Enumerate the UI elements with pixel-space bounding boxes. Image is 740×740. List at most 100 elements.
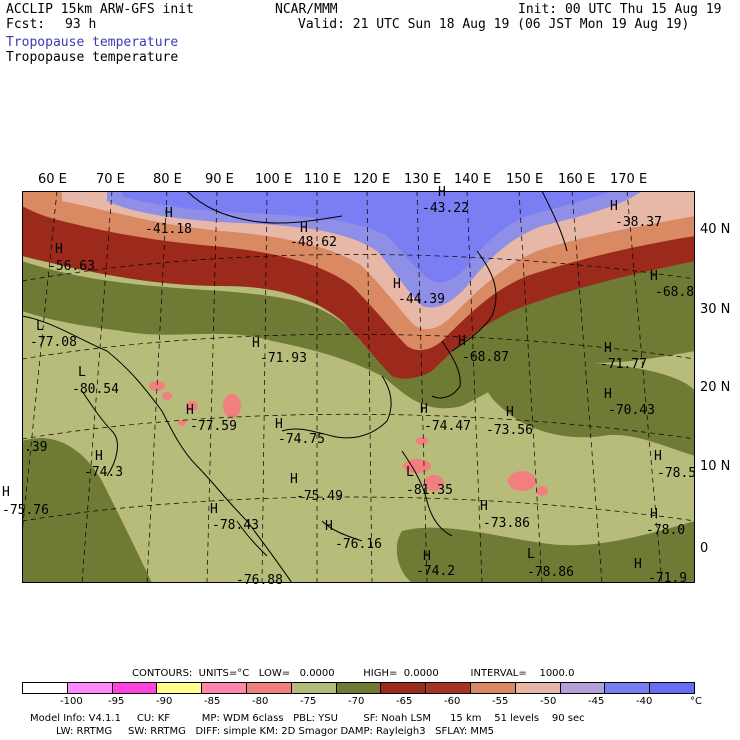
pressure-center-label: H bbox=[650, 507, 658, 522]
pressure-center-label: H bbox=[275, 417, 283, 432]
colorbar-swatch bbox=[202, 683, 247, 693]
lon-label: 60 E bbox=[38, 172, 67, 187]
pressure-center-label: H bbox=[634, 557, 642, 572]
pressure-center-label: H bbox=[610, 199, 618, 214]
pressure-center-value: -71.77 bbox=[600, 357, 647, 372]
pressure-center-label: H bbox=[325, 519, 333, 534]
olive-patch bbox=[22, 437, 152, 583]
colorbar-units: °C bbox=[690, 696, 702, 707]
model-info-line-1: Model Info: V4.1.1 CU: KF MP: WDM 6class… bbox=[30, 713, 585, 724]
lon-label: 150 E bbox=[506, 172, 544, 187]
organization: NCAR/MMM bbox=[275, 2, 338, 17]
colorbar-tick: -100 bbox=[60, 696, 83, 707]
colorbar-swatch bbox=[470, 683, 516, 693]
pressure-center-label: H bbox=[210, 502, 218, 517]
pressure-center-value: -68.8 bbox=[655, 285, 695, 300]
colorbar-swatch bbox=[246, 683, 292, 693]
pressure-center-label: H bbox=[604, 341, 612, 356]
pressure-center-label: L bbox=[406, 465, 414, 480]
lat-label: 10 N bbox=[700, 459, 731, 474]
pressure-center-label: H bbox=[393, 277, 401, 292]
colorbar-tick: -85 bbox=[204, 696, 221, 707]
colorbar-tick: -70 bbox=[348, 696, 365, 707]
lon-label: 120 E bbox=[353, 172, 391, 187]
pressure-center-value: -71.93 bbox=[260, 351, 307, 366]
pressure-center-value: -48.62 bbox=[290, 235, 337, 250]
lon-label: 170 E bbox=[610, 172, 648, 187]
coastlines bbox=[22, 191, 568, 583]
pressure-center-label: L bbox=[78, 365, 86, 380]
colorbar bbox=[22, 682, 695, 694]
lon-label: 100 E bbox=[255, 172, 293, 187]
pressure-center-value: -75.76 bbox=[2, 503, 49, 518]
pressure-center-value: -43.22 bbox=[422, 201, 469, 216]
lon-label: 130 E bbox=[404, 172, 442, 187]
pressure-center-value: -44.39 bbox=[398, 292, 445, 307]
pressure-center-label: H bbox=[480, 499, 488, 514]
colorbar-tick: -60 bbox=[444, 696, 461, 707]
pressure-center-value: -74.47 bbox=[424, 419, 471, 434]
pressure-center-label: H bbox=[95, 449, 103, 464]
pressure-center-label: H bbox=[2, 485, 10, 500]
colorbar-tick: -95 bbox=[108, 696, 125, 707]
forecast-label: Fcst: bbox=[6, 17, 46, 32]
field-title-colored: Tropopause temperature bbox=[6, 35, 179, 50]
colorbar-swatch bbox=[650, 683, 694, 693]
colorbar-tick: -55 bbox=[492, 696, 509, 707]
colorbar-tick: -80 bbox=[252, 696, 269, 707]
pressure-center-label: H bbox=[458, 334, 466, 349]
colorbar-swatch bbox=[291, 683, 337, 693]
lon-label: 160 E bbox=[558, 172, 596, 187]
colorbar-tick: -75 bbox=[300, 696, 317, 707]
pressure-center-value: -78.43 bbox=[212, 518, 259, 533]
pressure-center-label: H bbox=[420, 402, 428, 417]
pressure-center-value: -78.86 bbox=[527, 565, 574, 580]
colorbar-tick: -65 bbox=[396, 696, 413, 707]
pressure-center-label: H bbox=[650, 269, 658, 284]
pressure-center-label: H bbox=[438, 185, 446, 200]
lat-label: 0 bbox=[700, 541, 709, 556]
init-time: Init: 00 UTC Thu 15 Aug 19 bbox=[518, 2, 722, 17]
pressure-center-value: -77.59 bbox=[190, 419, 237, 434]
pressure-center-label: H bbox=[423, 549, 431, 564]
pressure-center-label: H bbox=[300, 221, 308, 236]
colorbar-tick: -50 bbox=[540, 696, 557, 707]
pressure-center-value: -56.63 bbox=[48, 259, 95, 274]
pressure-center-value: -74.3 bbox=[84, 465, 124, 480]
model-title: ACCLIP 15km ARW-GFS init bbox=[6, 2, 194, 17]
colorbar-swatch bbox=[157, 683, 203, 693]
pressure-center-label: H bbox=[186, 403, 194, 418]
colorbar-tick: -40 bbox=[636, 696, 653, 707]
pressure-center-value: -74.2 bbox=[416, 564, 456, 579]
lon-label: 110 E bbox=[304, 172, 342, 187]
lat-label: 40 N bbox=[700, 222, 731, 237]
blue-core bbox=[122, 191, 612, 283]
colorbar-swatch bbox=[515, 683, 561, 693]
lon-label: 80 E bbox=[153, 172, 182, 187]
pressure-center-value: -78.0 bbox=[646, 523, 686, 538]
graticule bbox=[22, 191, 695, 583]
pressure-center-label: H bbox=[506, 405, 514, 420]
field-title: Tropopause temperature bbox=[6, 50, 179, 65]
colorbar-swatch bbox=[23, 683, 68, 693]
pressure-center-label: H bbox=[165, 206, 173, 221]
valid-time: Valid: 21 UTC Sun 18 Aug 19 (06 JST Mon … bbox=[298, 17, 690, 32]
colorbar-swatch bbox=[112, 683, 158, 693]
pressure-center-label: H bbox=[290, 472, 298, 487]
colorbar-swatch bbox=[560, 683, 606, 693]
tropopause-temperature-map bbox=[22, 191, 695, 583]
pressure-center-label: H bbox=[654, 449, 662, 464]
forecast-hours: 93 h bbox=[65, 17, 97, 32]
pressure-center-value: -81.35 bbox=[406, 483, 453, 498]
lon-label: 70 E bbox=[96, 172, 125, 187]
pressure-center-value: -78.5 bbox=[657, 466, 697, 481]
colorbar-swatch bbox=[67, 683, 113, 693]
pressure-center-label: L bbox=[36, 319, 44, 334]
pressure-center-value: -38.37 bbox=[615, 215, 662, 230]
pressure-center-value: -76.88 bbox=[236, 573, 283, 588]
colorbar-tick: -45 bbox=[588, 696, 605, 707]
model-info-line-2: LW: RRTMG SW: RRTMG DIFF: simple KM: 2D … bbox=[56, 726, 495, 737]
pressure-center-label: H bbox=[252, 336, 260, 351]
contours-info: CONTOURS: UNITS=°C LOW= 0.0000 HIGH= 0.0… bbox=[132, 668, 575, 679]
pressure-center-value: -80.54 bbox=[72, 382, 119, 397]
